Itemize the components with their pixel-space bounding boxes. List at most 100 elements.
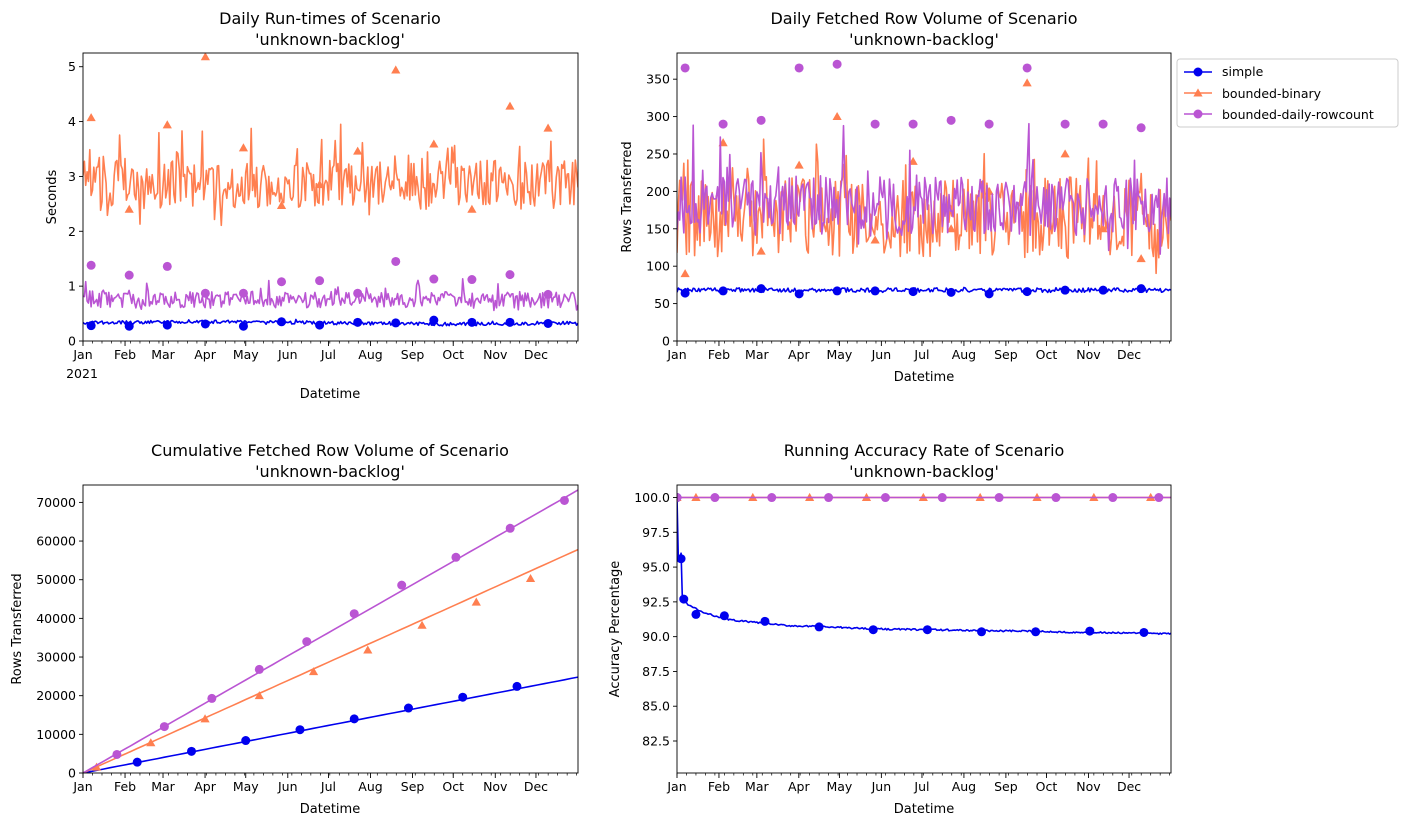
series-bounded-daily-rowcount-point: [238, 288, 248, 298]
y-tick-label: 300: [646, 109, 670, 124]
series-simple-point: [908, 287, 918, 297]
series-simple-point: [677, 554, 686, 564]
x-tick-label: Nov: [1076, 779, 1101, 794]
y-tick-label: 100: [646, 259, 670, 274]
series-simple-point: [241, 736, 251, 746]
series-simple-point: [238, 321, 248, 331]
series-simple: [83, 676, 578, 773]
series-bounded-binary-point: [353, 146, 363, 155]
plot-frame: [82, 484, 579, 774]
chart-title-line2: 'unknown-backlog': [255, 462, 405, 481]
series-simple-point: [277, 317, 287, 327]
y-tick-label: 50: [654, 296, 670, 311]
series-bounded-binary-point: [471, 597, 481, 606]
series-bounded-binary-point: [146, 738, 156, 747]
series-simple-point: [868, 625, 878, 635]
series-simple-point: [1031, 627, 1041, 637]
series-bounded-binary-point: [467, 204, 477, 213]
series-bounded-binary-point: [363, 645, 373, 654]
series-bounded-binary-point: [908, 156, 918, 165]
series-bounded-daily-rowcount-point: [302, 637, 312, 647]
series-bounded-daily-rowcount-point: [349, 609, 359, 619]
legend-label-bounded-daily-rowcount: bounded-daily-rowcount: [1222, 107, 1374, 122]
x-tick-label: Jun: [871, 347, 892, 362]
x-tick-label: Jul: [320, 347, 336, 362]
plot-area: [83, 53, 578, 331]
series-bounded-daily-rowcount: [677, 493, 1171, 503]
y-axis: 0 1 2 3 4 5: [68, 59, 83, 349]
x-tick-label: Feb: [708, 347, 730, 362]
x-tick-label: Feb: [114, 779, 136, 794]
series-bounded-daily-rowcount-point: [984, 119, 994, 129]
series-bounded-binary-line: [677, 138, 1171, 275]
series-simple-point: [132, 757, 142, 767]
series-simple-point: [718, 286, 728, 296]
series-bounded-binary-point: [238, 143, 249, 152]
x-tick-label: Jun: [277, 779, 298, 794]
series-bounded-binary-line: [83, 548, 578, 773]
series-simple-point: [680, 288, 690, 298]
series-bounded-binary-point: [314, 180, 325, 189]
series-bounded-binary-point: [680, 269, 690, 278]
series-bounded-daily-rowcount-point: [315, 276, 325, 286]
x-tick-label: Jun: [871, 779, 892, 794]
series-simple-point: [760, 616, 770, 626]
series-simple-point: [946, 287, 956, 297]
chart-legend: simple bounded-binary bounded-daily-rowc…: [1176, 58, 1399, 128]
x-tick-label: Aug: [358, 779, 382, 794]
chart-daily-runtimes: Daily Run-times of Scenario 'unknown-bac…: [45, 9, 579, 402]
series-simple-point: [458, 692, 468, 702]
series-bounded-daily-rowcount-point: [680, 63, 690, 73]
series-bounded-daily-rowcount-point: [254, 664, 264, 674]
series-simple-point: [353, 317, 363, 327]
series-bounded-binary-point: [794, 160, 804, 169]
series-bounded-daily-rowcount-point: [718, 119, 728, 129]
x-tick-label: Mar: [151, 779, 175, 794]
y-axis-label: Rows Transferred: [10, 573, 25, 684]
plot-frame: [82, 52, 579, 342]
series-bounded-daily-rowcount: [677, 59, 1171, 255]
x-tick-label: Feb: [114, 347, 136, 362]
plot-area: [677, 59, 1171, 299]
series-simple-point: [691, 609, 701, 619]
series-bounded-daily-rowcount-point: [1060, 119, 1070, 129]
series-bounded-daily-rowcount-point: [767, 493, 777, 503]
series-simple-point: [200, 319, 210, 329]
series-bounded-binary-point: [276, 200, 287, 209]
series-simple-point: [403, 703, 413, 713]
series-bounded-daily-rowcount-point: [937, 493, 947, 503]
series-bounded-daily-rowcount-point: [505, 523, 515, 533]
series-bounded-binary-point: [1060, 149, 1070, 158]
series-simple-point: [186, 746, 196, 756]
x-tick-label: Aug: [952, 347, 976, 362]
series-bounded-daily-rowcount-point: [505, 270, 515, 280]
y-tick-label: 1: [68, 279, 76, 294]
series-simple-point: [505, 317, 515, 327]
x-tick-label: Nov: [483, 347, 508, 362]
chart-title-line1: Running Accuracy Rate of Scenario: [784, 441, 1065, 460]
x-axis: Jan Feb Mar Apr May Jun Jul Aug Sep Oct Nov Dec: [72, 341, 577, 362]
series-bounded-daily-rowcount-point: [397, 580, 407, 590]
x-tick-label: Jun: [277, 347, 298, 362]
series-simple-point: [1060, 285, 1070, 295]
x-tick-label: Apr: [788, 779, 810, 794]
series-bounded-daily-rowcount-line: [83, 489, 578, 773]
y-tick-label: 5: [68, 59, 76, 74]
series-bounded-binary-point: [254, 691, 264, 700]
y-tick-label: 60000: [36, 534, 76, 549]
series-bounded-daily-rowcount-point: [880, 493, 890, 503]
series-bounded-binary-point: [1022, 78, 1032, 87]
x-tick-label: Nov: [483, 779, 508, 794]
series-bounded-daily-rowcount-point: [908, 119, 918, 129]
y-tick-label: 90.0: [642, 629, 670, 644]
y-axis-label: Seconds: [45, 169, 60, 224]
series-bounded-binary-point: [417, 620, 427, 629]
series-simple-point: [315, 320, 325, 330]
y-tick-label: 250: [646, 146, 670, 161]
series-bounded-binary-point: [756, 246, 766, 255]
series-bounded-daily-rowcount-point: [159, 722, 169, 732]
x-tick-label: Dec: [1117, 779, 1141, 794]
series-simple: [83, 315, 578, 331]
x-tick-label: Jan: [666, 779, 686, 794]
y-tick-label: 85.0: [642, 699, 670, 714]
